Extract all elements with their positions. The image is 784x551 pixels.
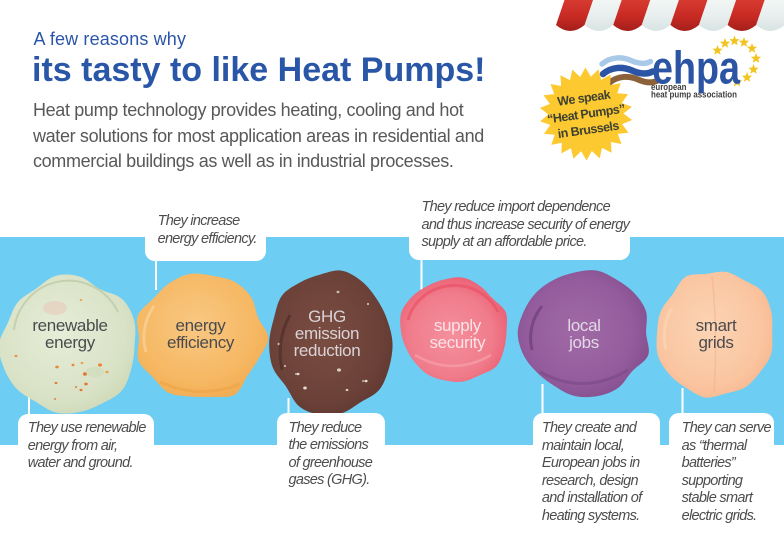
- svg-text:european: european: [651, 82, 687, 92]
- svg-text:ehpa: ehpa: [652, 42, 740, 94]
- svg-text:heat pump association: heat pump association: [651, 90, 737, 100]
